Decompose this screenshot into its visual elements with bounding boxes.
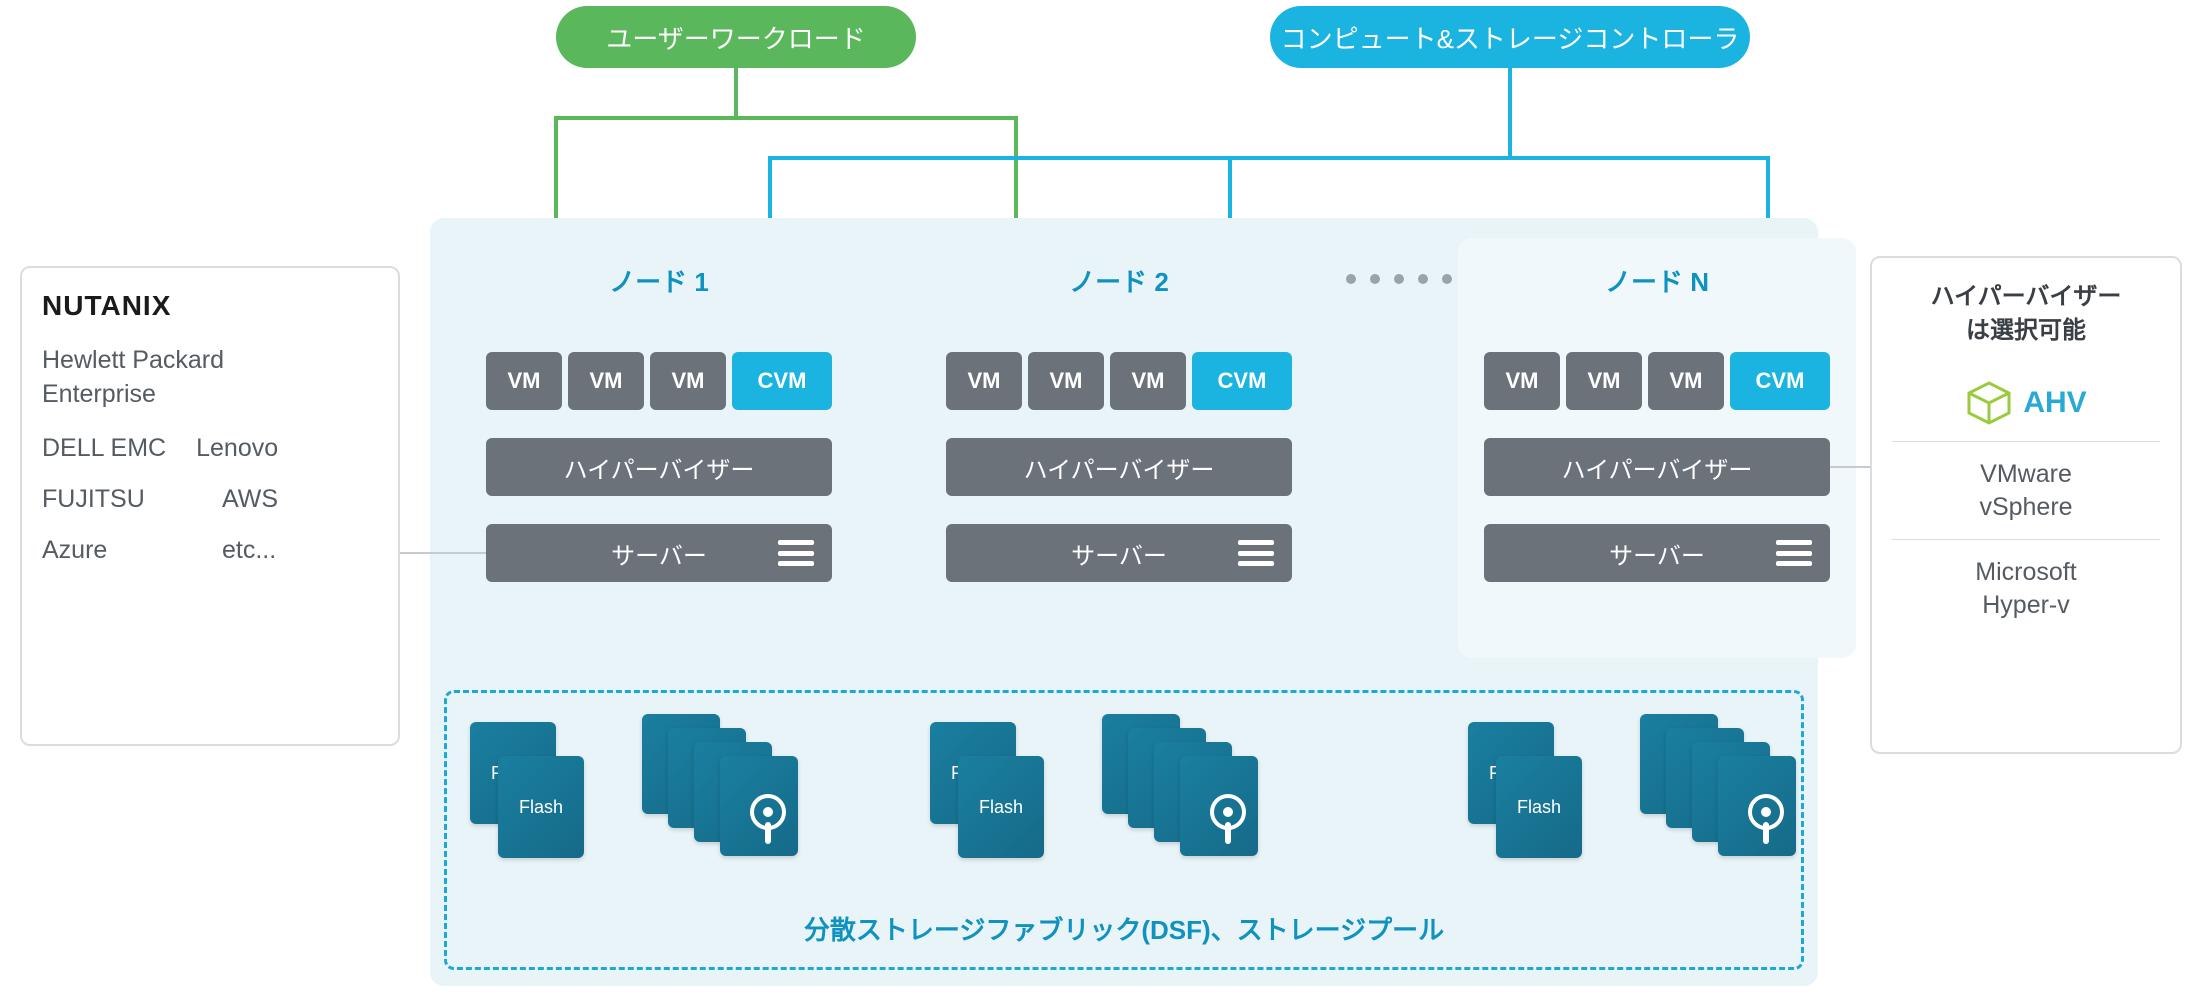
node-1-server: サーバー — [486, 524, 832, 582]
node-2-vm-2: VM — [1028, 352, 1104, 410]
vendors-box: NUTANIX Hewlett Packard Enterprise DELL … — [20, 266, 400, 746]
controller-pill: コンピュート&ストレージコントローラ — [1270, 6, 1750, 68]
ellipsis-dots — [1346, 274, 1452, 284]
node-2-flash-front: Flash — [958, 756, 1044, 858]
node-n-vm-2: VM — [1566, 352, 1642, 410]
node-2-server-label: サーバー — [1071, 536, 1167, 571]
hypervisor-box: ハイパーバイザー は選択可能 AHV VMware vSphere Micros… — [1870, 256, 2182, 754]
node-n-server: サーバー — [1484, 524, 1830, 582]
node-n-hypervisor-label: ハイパーバイザー — [1562, 450, 1753, 485]
node-n-title: ノード N — [1458, 262, 1856, 299]
node-n-server-label: サーバー — [1609, 536, 1705, 571]
node-1-vm-2: VM — [568, 352, 644, 410]
node-1-cvm: CVM — [732, 352, 832, 410]
vendor-row-2: FUJITSU AWS — [42, 485, 378, 514]
node-n-vm-3: VM — [1648, 352, 1724, 410]
node-n-vm-1: VM — [1484, 352, 1560, 410]
vendor-nutanix: NUTANIX — [42, 290, 378, 322]
node-2-hypervisor: ハイパーバイザー — [946, 438, 1292, 496]
controller-pill-label: コンピュート&ストレージコントローラ — [1281, 19, 1740, 56]
node-1-hypervisor-label: ハイパーバイザー — [564, 450, 755, 485]
workload-pill: ユーザーワークロード — [556, 6, 916, 68]
hamburger-icon — [1776, 540, 1812, 566]
vendors-connector — [400, 552, 486, 554]
node-2-server: サーバー — [946, 524, 1292, 582]
node-2-vm-3: VM — [1110, 352, 1186, 410]
node-2-cvm: CVM — [1192, 352, 1292, 410]
vendor-hpe: Hewlett Packard Enterprise — [42, 344, 378, 412]
node-2-hypervisor-label: ハイパーバイザー — [1024, 450, 1215, 485]
node-2-title: ノード 2 — [920, 262, 1318, 299]
workload-pill-label: ユーザーワークロード — [606, 19, 865, 56]
hypervisor-vmware: VMware vSphere — [1892, 441, 2160, 539]
hypervisor-ahv: AHV — [1892, 365, 2160, 441]
node-n-disk-4 — [1718, 756, 1796, 856]
diagram-canvas: ユーザーワークロード コンピュート&ストレージコントローラ 分散ストレージファブ… — [0, 0, 2200, 1000]
node-1-vm-1: VM — [486, 352, 562, 410]
hamburger-icon — [778, 540, 814, 566]
node-1-server-label: サーバー — [611, 536, 707, 571]
node-n-hypervisor: ハイパーバイザー — [1484, 438, 1830, 496]
node-n-cvm: CVM — [1730, 352, 1830, 410]
hamburger-icon — [1238, 540, 1274, 566]
node-2-vm-1: VM — [946, 352, 1022, 410]
ahv-cube-icon — [1965, 379, 2013, 427]
node-1-title: ノード 1 — [460, 262, 858, 299]
node-2-disk-4 — [1180, 756, 1258, 856]
dsf-label: 分散ストレージファブリック(DSF)、ストレージプール — [447, 910, 1801, 947]
node-1-flash-front: Flash — [498, 756, 584, 858]
hypervisor-hyperv: Microsoft Hyper-v — [1892, 539, 2160, 637]
hypervisor-box-title: ハイパーバイザー は選択可能 — [1892, 280, 2160, 347]
vendor-row-1: DELL EMC Lenovo — [42, 434, 378, 463]
node-1-disk-4 — [720, 756, 798, 856]
vendor-row-3: Azure etc... — [42, 536, 378, 565]
node-1-hypervisor: ハイパーバイザー — [486, 438, 832, 496]
hypervisor-connector — [1830, 466, 1870, 468]
node-1-vm-3: VM — [650, 352, 726, 410]
node-n-flash-front: Flash — [1496, 756, 1582, 858]
ahv-label: AHV — [2023, 386, 2086, 420]
